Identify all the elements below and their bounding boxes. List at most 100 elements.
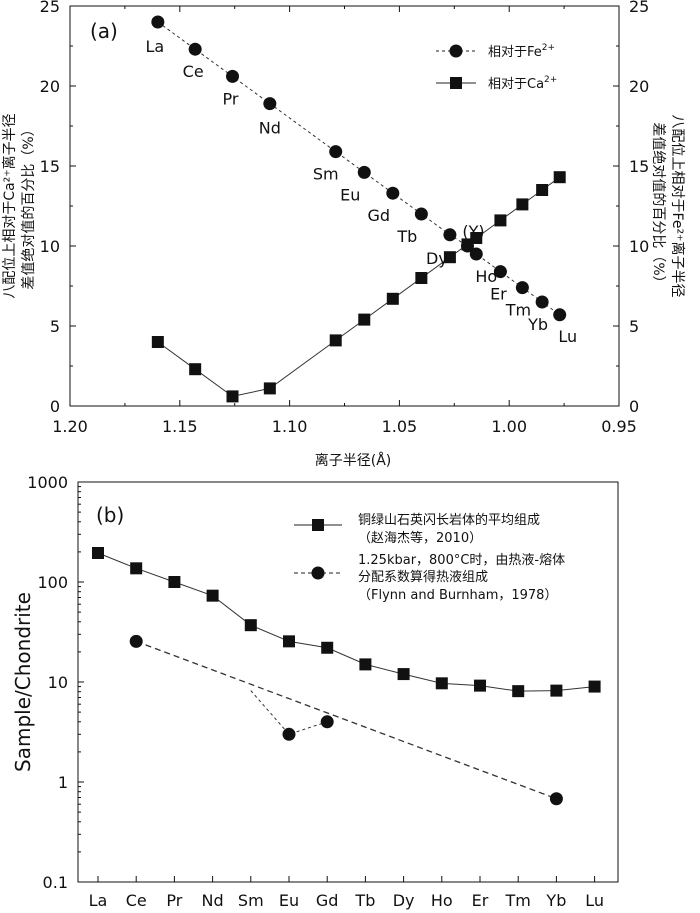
ca-point xyxy=(553,171,566,184)
panel-b-xtick-label: Tb xyxy=(354,891,375,910)
panel-b-ytick-label: 1 xyxy=(58,773,68,792)
fe-point-label: Lu xyxy=(558,327,577,346)
fe-point-label: Gd xyxy=(368,206,391,225)
panel-a-xlabel: 离子半径(Å) xyxy=(315,452,392,469)
fe-point-label: Dy xyxy=(426,249,448,268)
fe-point-label: Sm xyxy=(313,165,339,184)
panel-b-xtick-label: Pr xyxy=(166,891,182,910)
panel-b-xtick-label: Sm xyxy=(238,891,264,910)
panel-b-legend: 铜绿山石英闪长岩体的平均组成 （赵海杰等，2010） 1.25kbar，800°… xyxy=(294,512,565,603)
fe-point-label: Pr xyxy=(223,89,239,108)
fluid-point xyxy=(282,727,296,741)
fluid-trend-line xyxy=(135,640,557,800)
fe-point xyxy=(515,281,529,295)
sample-point xyxy=(321,641,334,654)
ca-point xyxy=(494,214,507,227)
legend-a-ca-label: 相对于Ca2+ xyxy=(488,75,557,92)
panel-a-ytick-label-left: 5 xyxy=(50,317,60,336)
panel-b-xtick-label: Gd xyxy=(316,891,339,910)
fe-point-label: Nd xyxy=(259,119,281,138)
fluid-eu-anomaly-line xyxy=(250,690,328,735)
panel-a-label: (a) xyxy=(90,19,118,43)
panel-b-ylabel-text: Sample/Chondrite xyxy=(11,592,35,772)
panel-b-xtick-label: Eu xyxy=(279,891,299,910)
fe-point-label: Eu xyxy=(340,185,360,204)
panel-a-ytick-label-left: 10 xyxy=(40,237,60,256)
fe-point-label: (Y) xyxy=(462,222,484,241)
fe-point-label: La xyxy=(145,37,164,56)
legend-b-fluid-line3: （Flynn and Burnham，1978） xyxy=(358,588,557,603)
ca-point xyxy=(151,336,164,348)
ca-point xyxy=(415,272,428,284)
ca-point xyxy=(329,334,342,347)
panel-a-ylabel-left-line1: 八配位上相对于Ca²⁺离子半径 xyxy=(1,113,18,298)
sample-point xyxy=(397,668,410,681)
sample-point xyxy=(130,562,143,575)
panel-a-ytick-label-right: 0 xyxy=(629,397,639,416)
panel-b-xtick-label: Ho xyxy=(431,891,453,910)
sample-point xyxy=(512,685,525,698)
fe-point xyxy=(535,295,549,309)
panel-b-xtick-label: La xyxy=(89,891,108,910)
fe-point xyxy=(469,247,483,261)
ca-point xyxy=(263,382,276,395)
fe-point xyxy=(263,97,277,111)
panel-a-ylabel-left: 八配位上相对于Ca²⁺离子半径 差值绝对值的百分比（%） xyxy=(1,113,37,298)
ca-point xyxy=(470,232,483,244)
panel-b-ytick-label: 100 xyxy=(37,573,68,592)
ca-point xyxy=(226,390,239,403)
sample-point xyxy=(435,677,448,690)
fe-point-label: Ce xyxy=(183,62,204,81)
panel-a-ylabel-right: 八配位上相对于Fe²⁺离子半径 差值绝对值的百分比（%） xyxy=(650,115,686,298)
panel-b-xtick-label: Ce xyxy=(126,891,147,910)
sample-point xyxy=(168,576,181,588)
sample-point xyxy=(588,680,601,693)
sample-point xyxy=(244,619,257,632)
fe-point-label: Tm xyxy=(505,301,531,320)
sample-point xyxy=(92,546,104,559)
panel-a-ylabel-right-line1: 八配位上相对于Fe²⁺离子半径 xyxy=(669,115,686,298)
ca-point xyxy=(536,184,549,196)
panel-b-frame xyxy=(77,481,619,883)
fe-point xyxy=(357,165,371,179)
panel-b-ticks: La Ce Pr Nd Sm Eu Gd Tb Dy Ho Er Tm Yb Lu 0.1 1 10 100 100… xyxy=(27,473,604,910)
panel-a-ytick-label-left: 25 xyxy=(40,0,60,16)
fe-point-label: Er xyxy=(490,285,507,304)
sample-point xyxy=(550,684,563,697)
fluid-point xyxy=(129,634,143,648)
panel-b-ytick-label: 1000 xyxy=(27,473,68,492)
panel-a-ylabel-left-line2: 差值绝对值的百分比（%） xyxy=(21,122,37,289)
panel-b-xtick-label: Lu xyxy=(585,891,604,910)
panel-a-xtick-label: 1.20 xyxy=(52,417,88,436)
panel-b-xtick-label: Yb xyxy=(545,891,566,910)
panel-a-ytick-label-left: 0 xyxy=(50,397,60,416)
sample-point xyxy=(474,679,486,692)
sample-point xyxy=(359,658,372,671)
panel-a-legend: 相对于Fe2+ 相对于Ca2+ xyxy=(436,43,557,92)
fe-point xyxy=(414,207,428,221)
panel-a-xtick-label: 1.00 xyxy=(491,417,527,436)
panel-a-markers xyxy=(151,15,567,403)
fe-point-label: Ho xyxy=(475,267,497,286)
panel-a-ytick-label-right: 5 xyxy=(629,317,639,336)
panel-b-markers xyxy=(92,546,601,806)
fe-point-label: Yb xyxy=(527,315,548,334)
ca-point xyxy=(443,251,456,264)
panel-b-ytick-label: 0.1 xyxy=(43,873,68,892)
legend-a-fe-label: 相对于Fe2+ xyxy=(488,43,555,60)
panel-b-lines xyxy=(97,552,595,800)
fe-point xyxy=(226,69,240,83)
ca-point xyxy=(516,198,529,211)
ca-point xyxy=(358,313,371,326)
panel-a-ylabel-right-line2: 差值绝对值的百分比（%） xyxy=(650,122,666,289)
legend-b-sample-marker xyxy=(312,519,324,531)
fluid-point xyxy=(320,715,334,729)
fe-point xyxy=(443,228,457,242)
panel-b-xtick-label: Er xyxy=(472,891,489,910)
panel-b-xtick-label: Tm xyxy=(505,891,531,910)
panel-a-ytick-label-right: 20 xyxy=(629,77,649,96)
legend-b-fluid-marker xyxy=(311,566,325,580)
